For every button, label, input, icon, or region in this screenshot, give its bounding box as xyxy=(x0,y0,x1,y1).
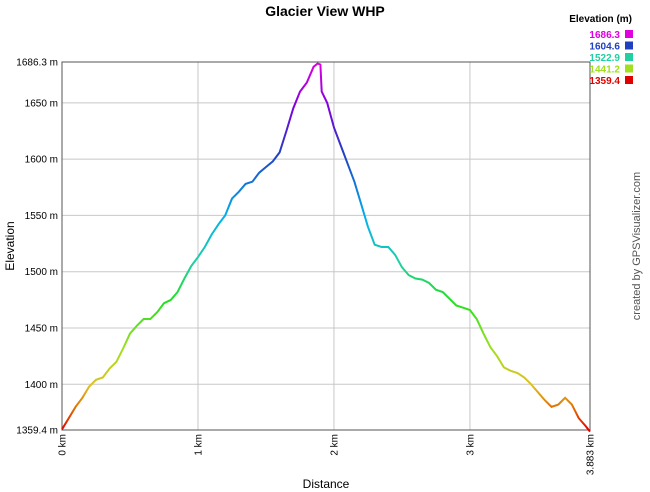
x-tick-label: 3 km xyxy=(465,434,476,456)
credit-text: created by GPSVisualizer.com xyxy=(631,172,643,320)
x-tick-label: 1 km xyxy=(193,434,204,456)
x-tick-label: 0 km xyxy=(58,434,69,456)
y-tick-label: 1450 m xyxy=(25,324,58,335)
y-tick-label: 1359.4 m xyxy=(16,426,58,437)
y-tick-label: 1600 m xyxy=(25,155,58,166)
legend-entry-label: 1441.2 xyxy=(589,65,620,76)
y-tick-label: 1550 m xyxy=(25,211,58,222)
legend-entry-label: 1359.4 xyxy=(589,76,620,87)
legend-swatch xyxy=(625,64,633,73)
y-tick-label: 1650 m xyxy=(25,98,58,109)
elevation-profile-line xyxy=(61,62,591,433)
x-tick-label: 3.883 km xyxy=(586,434,597,475)
y-tick-label: 1686.3 m xyxy=(16,58,58,69)
x-axis-ticks: 0 km 1 km 2 km 3 km 3.883 km xyxy=(58,434,597,475)
y-axis-ticks: 1359.4 m 1400 m 1450 m 1500 m 1550 m 1600 m 16… xyxy=(16,58,58,437)
legend-swatch xyxy=(625,41,633,50)
y-tick-label: 1500 m xyxy=(25,267,58,278)
chart-title: Glacier View WHP xyxy=(265,3,385,19)
legend-entry-label: 1522.9 xyxy=(589,53,620,64)
plot-frame xyxy=(61,61,591,431)
legend-swatch xyxy=(625,30,633,38)
legend: Elevation (m) 1686.31604.61522.91441.213… xyxy=(569,14,633,87)
legend-entry-label: 1686.3 xyxy=(589,30,620,41)
y-axis-label: Elevation xyxy=(3,221,17,270)
legend-swatch xyxy=(625,76,633,84)
legend-title: Elevation (m) xyxy=(569,14,632,25)
legend-entry-label: 1604.6 xyxy=(589,42,620,53)
x-tick-label: 2 km xyxy=(329,434,340,456)
x-axis-label: Distance xyxy=(303,477,350,491)
grid xyxy=(61,61,591,431)
legend-swatch xyxy=(625,53,633,61)
y-tick-label: 1400 m xyxy=(25,380,58,391)
